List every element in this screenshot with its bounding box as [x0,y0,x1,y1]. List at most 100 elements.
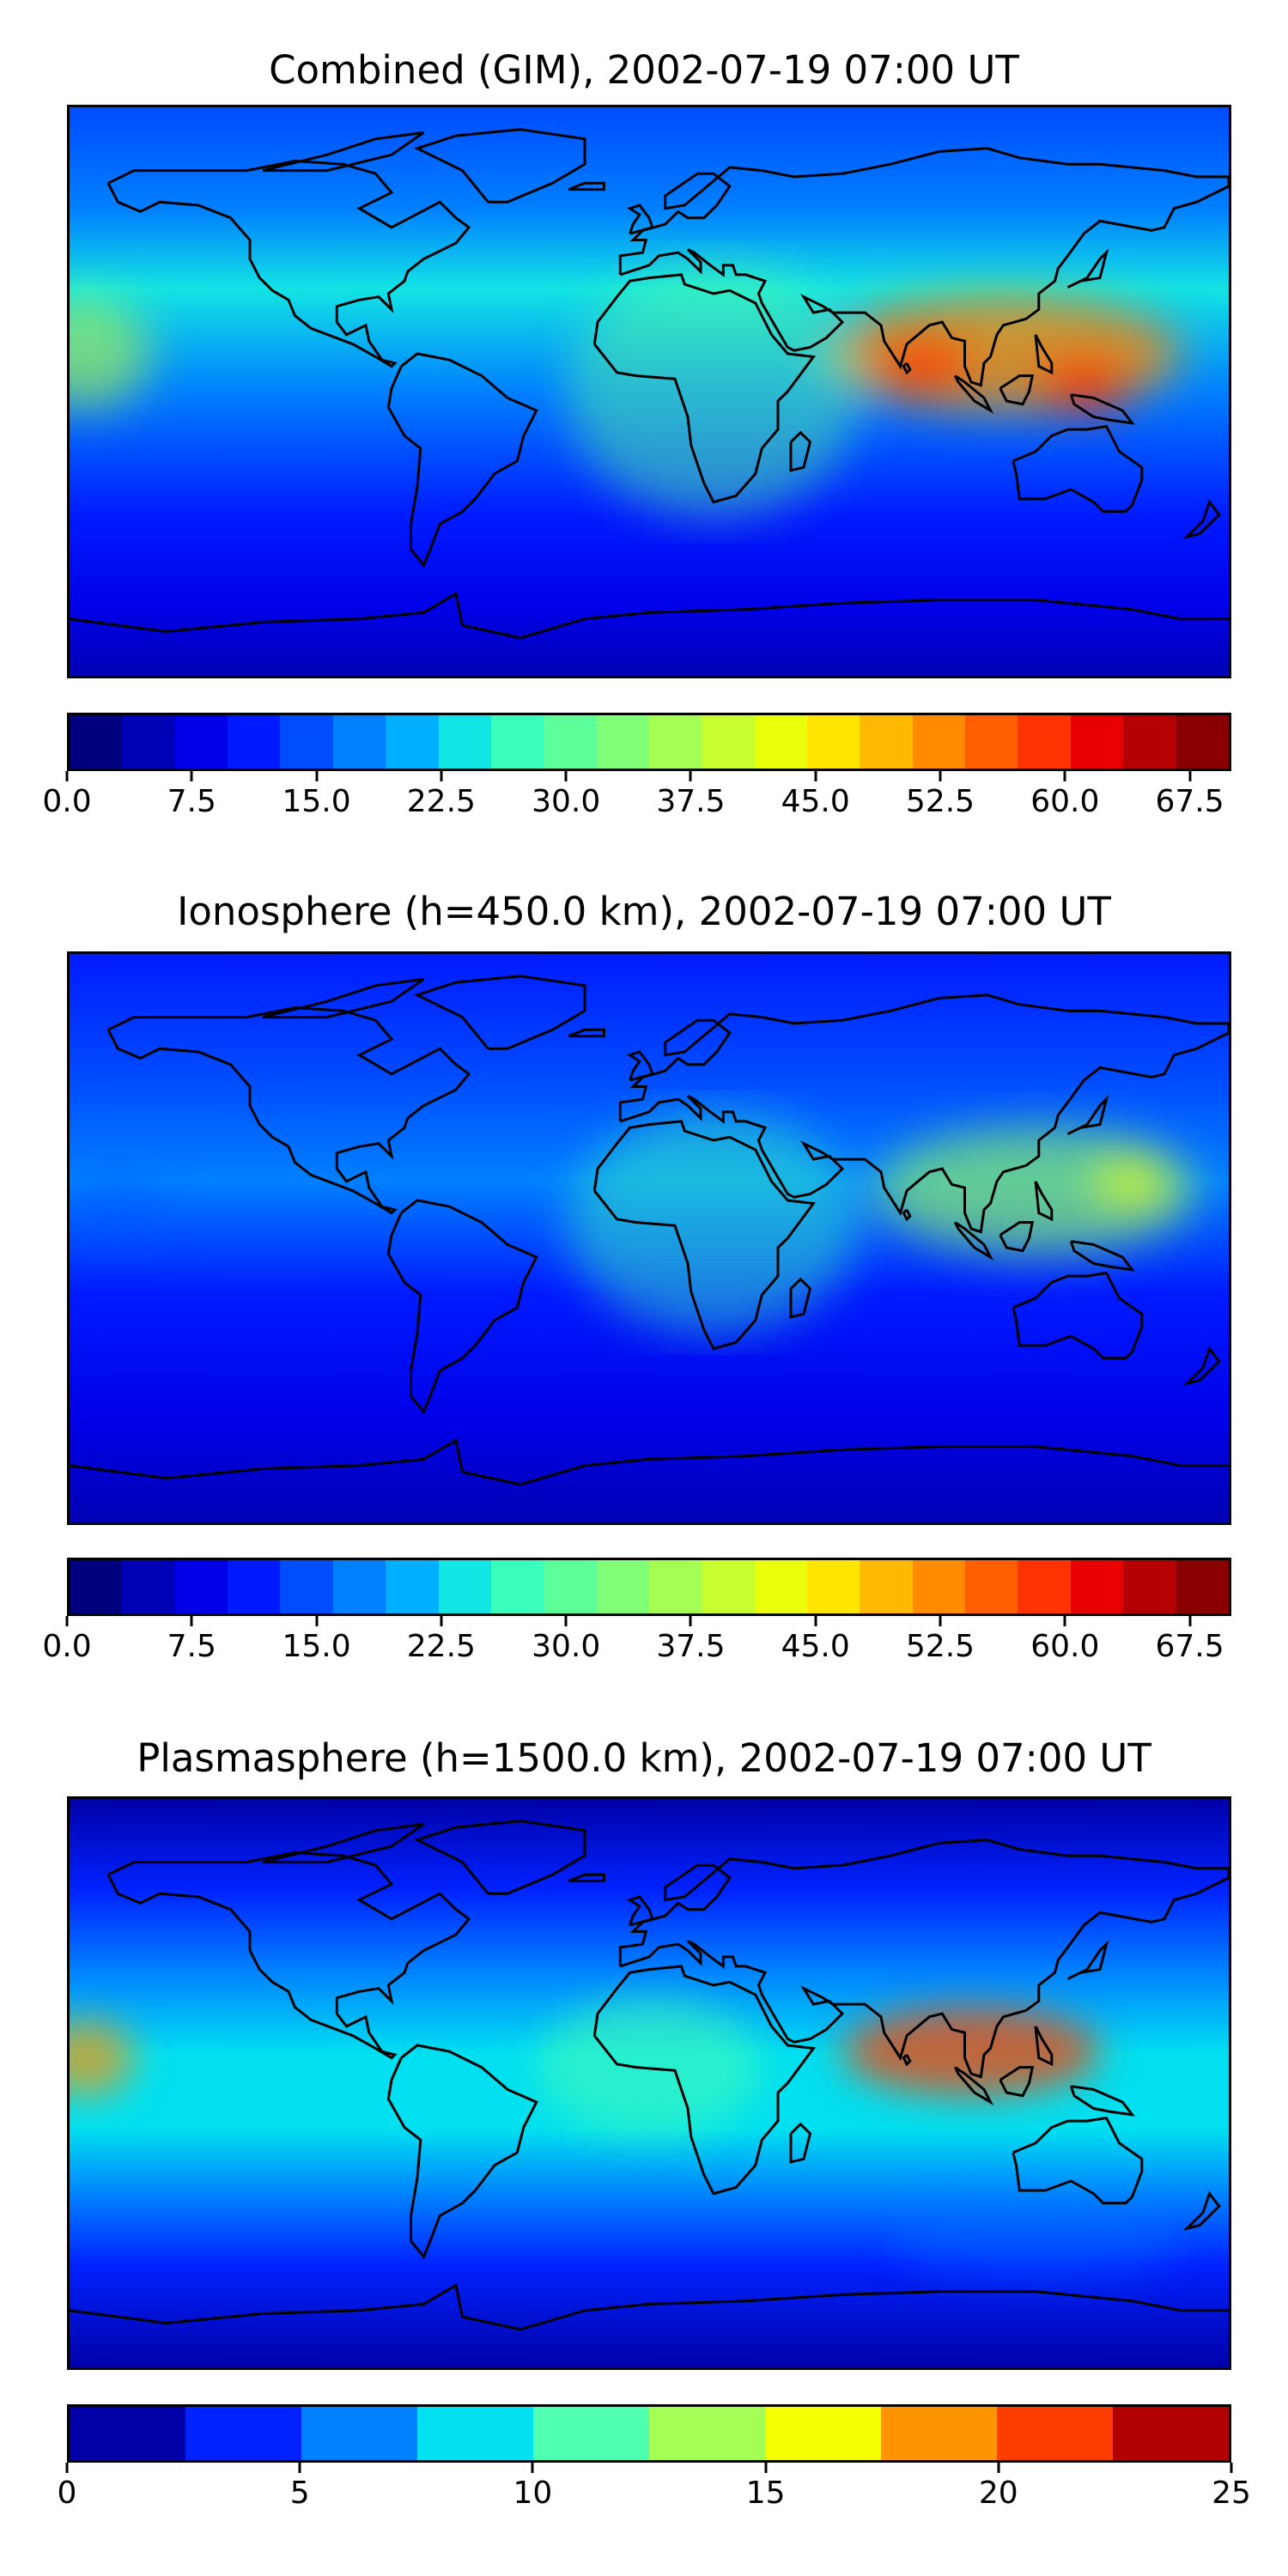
colorbar-tick [564,1616,568,1626]
coastline-segment [618,993,1229,1234]
colorbar-segment [301,2407,417,2460]
colorbar-tick-label: 22.5 [406,784,476,819]
coastline-segment [953,374,994,415]
colorbar-tick-label: 7.5 [167,784,216,819]
colorbar-segment [174,1560,228,1613]
coastline-segment [592,1965,817,2196]
coastline-segment [70,1438,1229,1486]
coastline-segment [386,352,538,568]
coastline-segment [262,1822,425,1864]
coastline-segment [1012,424,1144,513]
colorbar-segment [185,2407,301,2460]
map-combined [67,105,1231,678]
colorbar-segment [1176,1560,1229,1613]
coastline-segment [1034,334,1054,375]
colorbar-segment [386,715,439,769]
map-ionosphere [67,951,1231,1525]
colorbar-tick-label: 0.0 [42,1629,92,1664]
coastline-segment [1182,1346,1221,1386]
coastline-segment [1066,1095,1109,1135]
colorbar-segment [997,2407,1113,2460]
panel-title-ionosphere: Ionosphere (h=450.0 km), 2002-07-19 07:0… [177,889,1111,934]
colorbar-tick [1063,771,1066,781]
colorbar-tick [298,2463,301,2473]
colorbar-segment [490,715,544,769]
colorbar-ticks-ionosphere: 0.0 7.5 15.0 22.5 30.0 37.5 45.0 52.5 60.0 67.5 [42,1616,1231,1668]
colorbar-combined [67,713,1231,771]
colorbar-tick-label: 60.0 [1030,1629,1100,1664]
colorbar-segment [1123,1560,1176,1613]
colorbar-segment [280,715,333,769]
map-svg-combined [70,107,1229,676]
coastline-segment [999,2066,1035,2098]
coastline-segment [1066,1940,1109,1980]
colorbar-tick-label: 10 [513,2476,553,2511]
colorbar-tick [1230,2463,1233,2473]
colorbar-segment [1176,715,1229,769]
tec-blob [890,2202,1181,2280]
coastline-segment [1069,2085,1135,2117]
coastline-segment [1034,2026,1054,2067]
colorbar-segment [70,2407,185,2460]
coastline-segment [627,1895,654,1927]
coastline-segment [789,1277,812,1319]
coastline-segment [568,1873,605,1883]
coastline-segment [414,1820,586,1895]
colorbar-tick-label: 22.5 [406,1629,476,1664]
coastline-segment [592,1120,817,1351]
colorbar-tick-label: 67.5 [1155,784,1224,819]
colorbar-ionosphere [67,1558,1231,1616]
colorbar-tick [440,771,443,781]
coastline-segment [1069,1240,1135,1272]
colorbar-tick [764,2463,768,2473]
tec-blob [1036,360,1133,411]
colorbar-segment [965,715,1018,769]
coastline-segment [953,1221,994,1261]
colorbar-tick-label: 52.5 [905,784,975,819]
tec-blob [1093,1156,1171,1207]
colorbar-tick [997,2463,1000,2473]
colorbar-ticks-plasmasphere: 0 5 10 15 20 25 [58,2463,1251,2514]
colorbar-segment [544,1560,597,1613]
colorbar-segment [228,1560,281,1613]
tec-blob [70,1175,167,1238]
tec-blob [70,296,150,411]
colorbar-segment [596,1560,649,1613]
colorbar-tick [689,771,692,781]
colorbar-plasmasphere [67,2404,1231,2463]
coastline-segment [70,2283,1229,2331]
coastline-segment [414,975,586,1050]
coastline-segment [262,977,425,1019]
colorbar-segment [912,1560,966,1613]
tec-field-combined [70,264,1181,519]
map-svg-plasmasphere [70,1799,1229,2367]
colorbar-tick [65,1616,69,1626]
colorbar-segment [332,715,386,769]
coastline-segment [70,592,1229,640]
colorbar-segment [1113,2407,1229,2460]
coastline-segment [106,159,471,368]
colorbar-segment [386,1560,439,1613]
colorbar-tick-label: 0.0 [42,784,92,819]
colorbar-tick-label: 15.0 [282,784,351,819]
colorbar-segment [965,1560,1018,1613]
colorbar-segment [1018,1560,1071,1613]
colorbar-tick [689,1616,692,1626]
coastline-segment [627,1050,654,1082]
tec-blob [568,264,859,519]
coastline-segment [568,181,605,191]
colorbar-segment [1070,1560,1124,1613]
colorbar-segment [648,1560,702,1613]
coastlines-plasmasphere [70,1820,1229,2331]
coastline-segment [1012,2116,1144,2205]
colorbar-tick-label: 67.5 [1155,1629,1224,1664]
colorbar-tick-label: 15 [745,2476,786,2511]
colorbar-segment [533,2407,649,2460]
colorbar-tick-label: 37.5 [656,784,726,819]
colorbar-tick [1188,771,1192,781]
colorbar-tick [1188,1616,1192,1626]
colorbar-tick [531,2463,534,2473]
colorbar-segment [649,2407,765,2460]
colorbar-tick [814,1616,817,1626]
colorbar-segment [860,715,913,769]
